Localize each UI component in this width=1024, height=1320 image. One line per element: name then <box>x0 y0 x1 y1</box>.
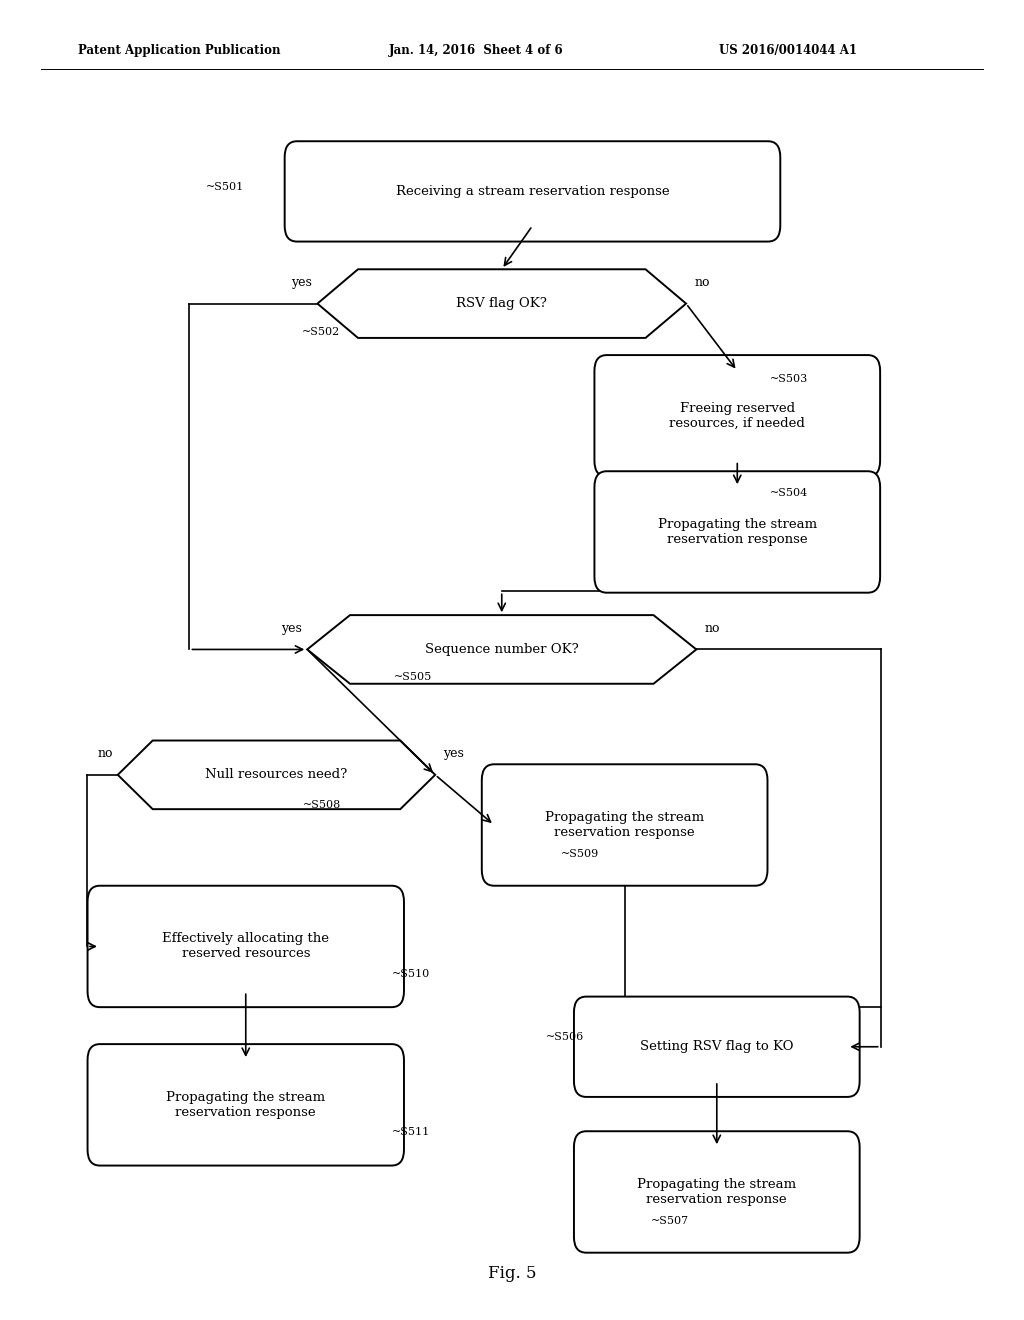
Polygon shape <box>118 741 435 809</box>
Text: Freeing reserved
resources, if needed: Freeing reserved resources, if needed <box>670 401 805 430</box>
FancyBboxPatch shape <box>88 1044 403 1166</box>
Polygon shape <box>307 615 696 684</box>
Text: ~S503: ~S503 <box>770 374 808 384</box>
Text: no: no <box>694 276 710 289</box>
Text: ~S501: ~S501 <box>206 182 244 193</box>
Text: Receiving a stream reservation response: Receiving a stream reservation response <box>395 185 670 198</box>
Text: Null resources need?: Null resources need? <box>206 768 347 781</box>
FancyBboxPatch shape <box>594 471 881 593</box>
Text: ~S506: ~S506 <box>546 1032 584 1043</box>
Text: ~S504: ~S504 <box>770 488 808 499</box>
Text: Patent Application Publication: Patent Application Publication <box>78 44 281 57</box>
Text: Jan. 14, 2016  Sheet 4 of 6: Jan. 14, 2016 Sheet 4 of 6 <box>389 44 563 57</box>
Text: ~S505: ~S505 <box>394 672 432 682</box>
Text: RSV flag OK?: RSV flag OK? <box>457 297 547 310</box>
Text: Setting RSV flag to KO: Setting RSV flag to KO <box>640 1040 794 1053</box>
Text: Propagating the stream
reservation response: Propagating the stream reservation respo… <box>637 1177 797 1206</box>
Text: ~S508: ~S508 <box>303 800 341 810</box>
Text: US 2016/0014044 A1: US 2016/0014044 A1 <box>720 44 857 57</box>
Text: ~S502: ~S502 <box>302 327 340 338</box>
Text: Propagating the stream
reservation response: Propagating the stream reservation respo… <box>166 1090 326 1119</box>
FancyBboxPatch shape <box>285 141 780 242</box>
Text: Effectively allocating the
reserved resources: Effectively allocating the reserved reso… <box>162 932 330 961</box>
Text: Fig. 5: Fig. 5 <box>487 1266 537 1282</box>
Text: Sequence number OK?: Sequence number OK? <box>425 643 579 656</box>
Text: yes: yes <box>292 276 312 289</box>
Text: ~S509: ~S509 <box>561 849 599 859</box>
FancyBboxPatch shape <box>481 764 768 886</box>
FancyBboxPatch shape <box>573 997 860 1097</box>
Polygon shape <box>317 269 686 338</box>
Text: yes: yes <box>282 622 302 635</box>
Text: yes: yes <box>443 747 464 760</box>
Text: ~S510: ~S510 <box>392 969 430 979</box>
Text: Propagating the stream
reservation response: Propagating the stream reservation respo… <box>657 517 817 546</box>
FancyBboxPatch shape <box>573 1131 860 1253</box>
FancyBboxPatch shape <box>88 886 403 1007</box>
FancyBboxPatch shape <box>594 355 881 477</box>
Text: no: no <box>705 622 720 635</box>
Text: Propagating the stream
reservation response: Propagating the stream reservation respo… <box>545 810 705 840</box>
Text: ~S507: ~S507 <box>651 1216 689 1226</box>
Text: no: no <box>97 747 113 760</box>
Text: ~S511: ~S511 <box>392 1127 430 1138</box>
